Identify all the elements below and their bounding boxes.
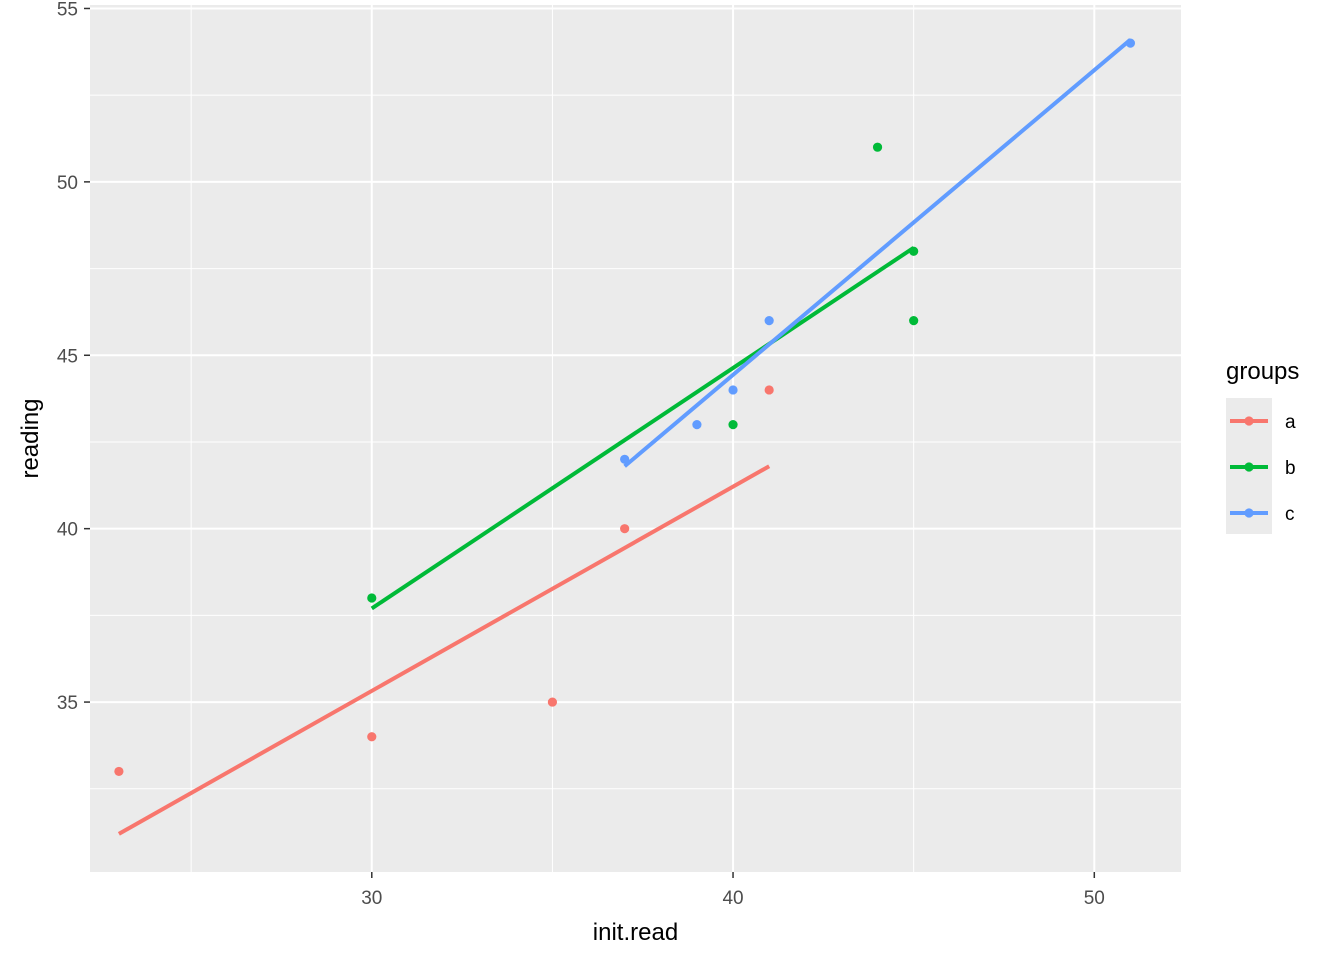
fit-line-a [117,464,771,836]
x-tick-label: 50 [1084,888,1105,909]
data-point-c [728,385,738,395]
y-tick-label: 45 [57,346,78,367]
legend-title: groups [1226,358,1299,385]
legend-key-point-b [1244,462,1254,472]
legend-label-a: a [1285,412,1296,433]
data-point-b [872,142,883,152]
fit-line-c [623,38,1132,468]
data-point-b [728,420,738,430]
y-tick-label: 55 [57,0,78,20]
x-axis-title: init.read [593,919,678,946]
fit-line-b [370,246,915,611]
legend: groups a b c [1226,358,1299,534]
fit-lines [117,38,1132,836]
data-point-b [367,593,377,603]
data-point-a [114,766,124,777]
data-point-c [692,420,702,430]
data-point-b [909,246,919,256]
x-tick-label: 40 [722,888,743,909]
data-point-a [367,732,377,742]
data-point-c [764,315,774,326]
data-point-a [620,524,630,534]
data-points [114,38,1136,777]
major-gridlines [90,5,1181,872]
data-point-a [547,697,558,707]
legend-label-c: c [1285,504,1295,525]
data-point-c [620,454,630,464]
y-axis-title: reading [17,398,44,478]
y-axis: 35 40 45 50 55 [57,0,90,714]
legend-key-point-c [1244,508,1254,518]
data-point-b [909,315,919,326]
y-tick-label: 35 [57,693,78,714]
x-tick-label: 30 [361,888,382,909]
legend-key-point-a [1244,416,1254,426]
legend-label-b: b [1285,458,1296,479]
data-point-a [764,385,774,395]
y-tick-label: 40 [57,520,78,541]
data-point-c [1125,38,1136,48]
x-axis: 30 40 50 [361,872,1105,909]
minor-gridlines [90,5,1181,872]
y-tick-label: 50 [57,173,78,194]
